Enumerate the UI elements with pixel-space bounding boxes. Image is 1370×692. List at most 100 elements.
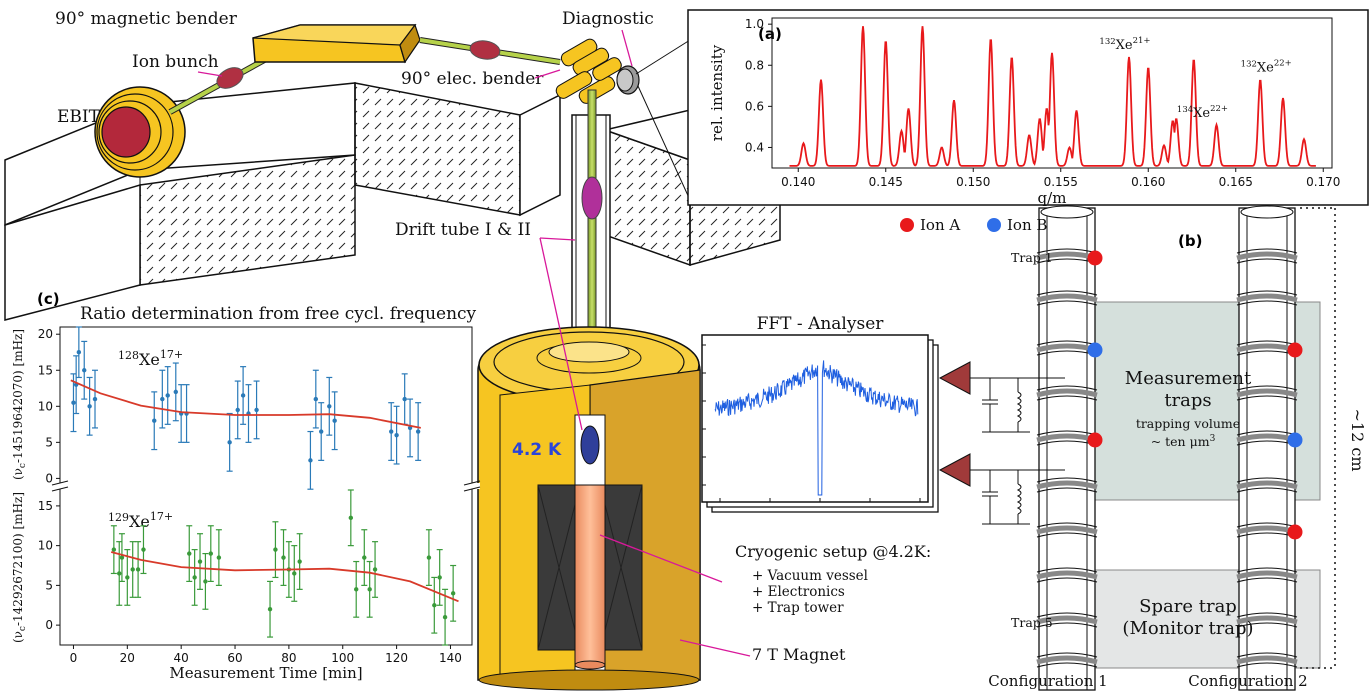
- panel-a-xtick-label: 0.155: [1044, 175, 1078, 189]
- electrode-edge: [1236, 662, 1298, 668]
- fft-label: FFT - Analyser: [757, 314, 885, 334]
- monitor-trap-label: (Monitor trap): [1122, 618, 1253, 639]
- electrode-edge: [1036, 487, 1098, 493]
- electrode-edge: [1036, 532, 1098, 538]
- cryo-pointer: [599, 534, 723, 583]
- data-point: [267, 607, 273, 612]
- data-point: [442, 614, 448, 620]
- panel-c-ytick-label: 15: [38, 499, 53, 513]
- resonator-circuit-1: [982, 378, 1030, 433]
- panel-c-ytick-label: 0: [45, 471, 53, 485]
- data-point: [327, 404, 332, 409]
- axis-break-mark: [51, 480, 69, 486]
- ion-a-legend-label: Ion A: [920, 216, 960, 234]
- peak-annotation: 132Xe22+: [1241, 59, 1292, 76]
- ion-bunch-marker-2: [469, 40, 501, 60]
- series-label: 129Xe17+: [108, 510, 173, 531]
- panel-c-title: Ratio determination from free cycl. freq…: [80, 304, 477, 324]
- shield-wall: [4, 40, 783, 321]
- panel-c-xlabel: Measurement Time [min]: [169, 664, 362, 682]
- fit-curve: [110, 551, 459, 603]
- panel-c-ratio-plot: (c) Ratio determination from free cycl. …: [11, 290, 481, 682]
- tower-body: [1038, 207, 1096, 691]
- electrode-edge: [1236, 300, 1298, 306]
- trapped-ion: [1087, 432, 1103, 448]
- panel-c-ytick-label: 5: [45, 578, 53, 592]
- panel-c-ylabel: (νc-14292672100) [mHz]: [11, 492, 28, 643]
- panel-c-xtick-label: 80: [281, 651, 296, 665]
- tower-top: [1240, 205, 1294, 219]
- panel-a-xtick-label: 0.145: [869, 175, 903, 189]
- data-point: [319, 429, 324, 434]
- config2-label: Configuration 2: [1188, 672, 1307, 690]
- data-point: [367, 587, 372, 592]
- trap-electrode-gap: [1036, 388, 1098, 398]
- data-point: [292, 571, 297, 576]
- magnet-coil: [537, 484, 643, 670]
- cryo-item-electronics: + Electronics: [752, 584, 845, 600]
- panel-a-ylabel: rel. intensity: [708, 44, 726, 141]
- spectrum-line: [789, 26, 1316, 167]
- electrode-edge: [1236, 577, 1298, 583]
- ion-bunch-marker: [216, 67, 244, 89]
- trapped-ion: [1287, 524, 1303, 540]
- diagnostic-pointer: [621, 29, 633, 67]
- electrode-edge: [1236, 567, 1298, 573]
- electrode-edge: [1236, 395, 1298, 401]
- data-point: [160, 396, 165, 402]
- ebit-source: [94, 86, 186, 178]
- electrode-edge: [1036, 385, 1098, 391]
- panel-c-ylabel: (νc-14519642070) [mHz]: [11, 329, 28, 480]
- data-point: [254, 407, 259, 413]
- panel-c-label: (c): [37, 290, 60, 308]
- data-point: [92, 396, 98, 402]
- trap-electrode-gap: [1036, 615, 1098, 625]
- data-point: [437, 575, 442, 580]
- cryo-title: Cryogenic setup @4.2K:: [735, 542, 931, 561]
- trapped-ion: [1087, 250, 1103, 266]
- measurement-traps-label-2: traps: [1164, 390, 1211, 411]
- amplifier-2: [938, 453, 971, 487]
- panel-a-ytick-label: 1.0: [745, 17, 764, 31]
- panel-c-xtick-label: 40: [174, 651, 189, 665]
- electrode-edge: [1036, 522, 1098, 528]
- electrode-edge: [1236, 487, 1298, 493]
- data-point: [372, 567, 378, 572]
- elec-bender-label: 90° elec. bender: [401, 69, 544, 89]
- panel-a-xtick-label: 0.150: [956, 175, 990, 189]
- electrode-edge: [1036, 290, 1098, 296]
- panel-c-xtick-label: 60: [227, 651, 242, 665]
- data-point: [235, 407, 240, 413]
- magnetic-bender: [252, 23, 421, 64]
- panel-c-xtick-label: 120: [385, 651, 408, 665]
- electrode-edge: [1236, 477, 1298, 483]
- diagnostic-label: Diagnostic: [562, 9, 654, 29]
- electrode-edge: [1036, 300, 1098, 306]
- panel-c-ytick-label: 15: [38, 363, 53, 377]
- trap-electrode-gap: [1036, 293, 1098, 303]
- trap-ion-cloud: [580, 425, 600, 465]
- electrode-edge: [1036, 652, 1098, 658]
- trap-electrode-gap: [1236, 293, 1298, 303]
- data-point: [450, 591, 456, 596]
- data-point: [432, 603, 437, 608]
- panel-c-ytick-label: 20: [38, 327, 53, 341]
- data-point: [313, 396, 319, 402]
- ion-b-legend-dot: [987, 218, 1001, 232]
- panel-c-xtick-label: 20: [120, 651, 135, 665]
- panel-c-ytick-label: 10: [38, 399, 53, 413]
- ion-bunch-label: Ion bunch: [132, 52, 219, 72]
- data-point: [389, 429, 394, 434]
- fit-curve: [70, 379, 421, 429]
- diagnostic-device: [616, 39, 691, 201]
- spare-trap-label: Spare trap: [1139, 596, 1237, 617]
- electrode-edge: [1036, 477, 1098, 483]
- panel-a-ytick-label: 0.4: [745, 140, 764, 154]
- trapped-ion: [1087, 342, 1103, 358]
- peak-annotation: 134Xe22+: [1177, 104, 1228, 121]
- data-point: [297, 559, 302, 564]
- trap-electrode-gap: [1236, 570, 1298, 580]
- data-point: [426, 555, 432, 560]
- electrode-edge: [1236, 258, 1298, 264]
- data-point: [125, 575, 130, 580]
